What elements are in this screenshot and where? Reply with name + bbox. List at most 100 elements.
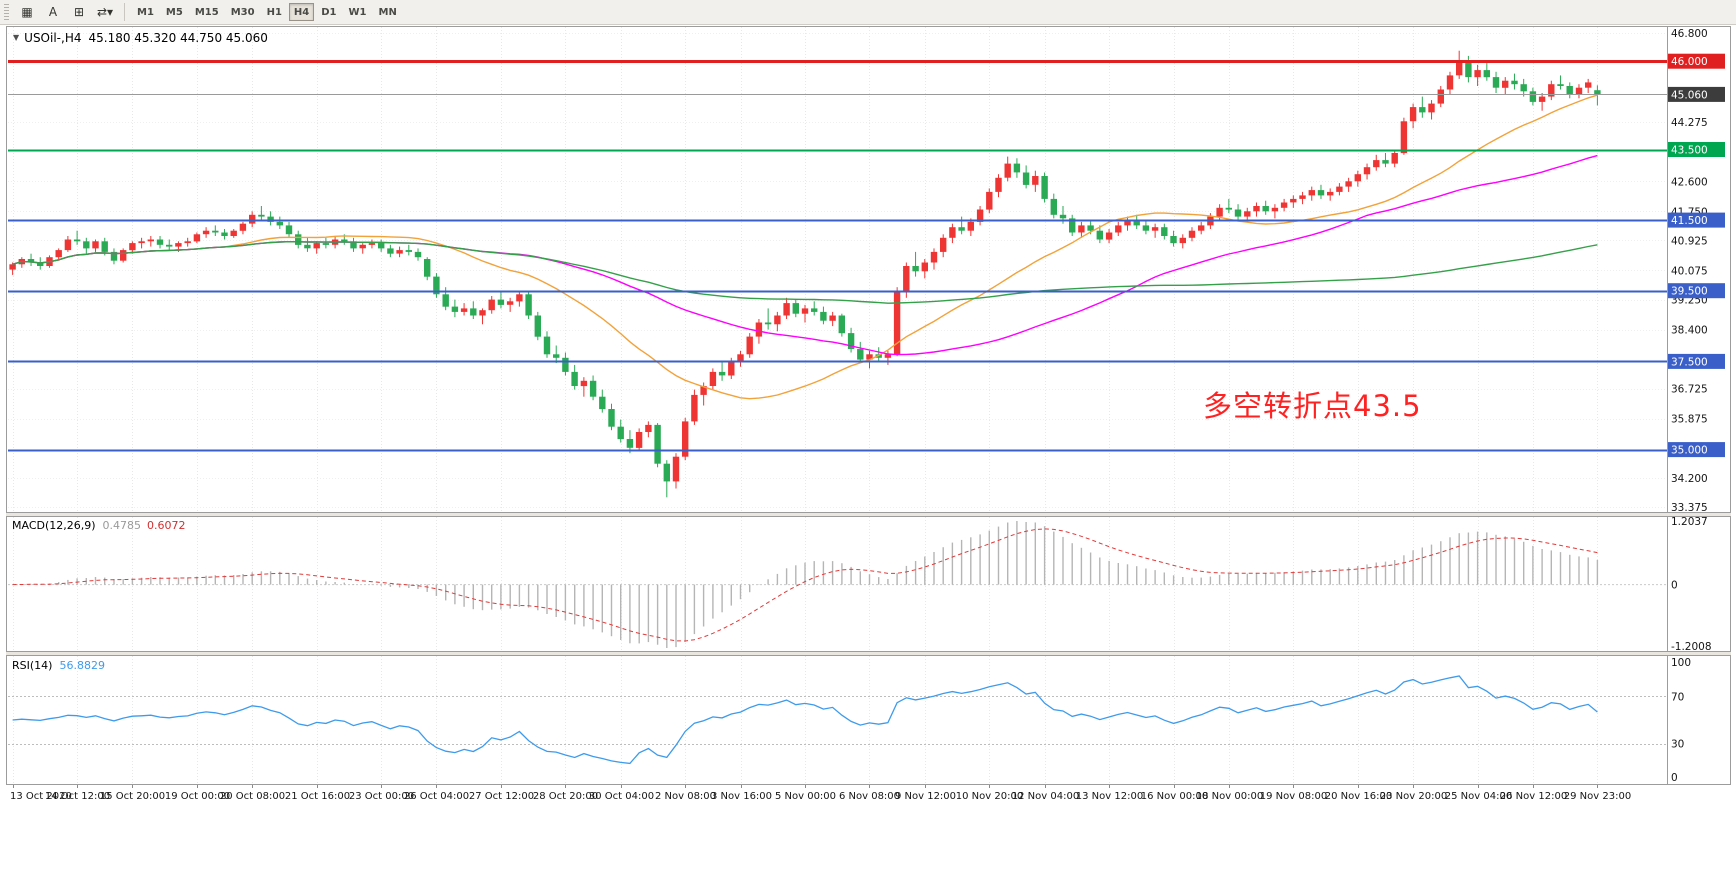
- timeframe-m1-button[interactable]: M1: [132, 3, 159, 21]
- gridlines: [8, 27, 1667, 783]
- frame-tool-button[interactable]: ⊞: [67, 2, 91, 22]
- time-label: 20 Oct 08:00: [220, 791, 285, 802]
- timeframe-h4-button[interactable]: H4: [288, 3, 315, 21]
- time-label: 29 Nov 23:00: [1564, 791, 1631, 802]
- rsi-axis-label: 0: [1671, 772, 1678, 784]
- time-label: 13 Nov 12:00: [1076, 791, 1143, 802]
- rsi-axis-label: 100: [1671, 657, 1691, 669]
- timeframe-m30-button[interactable]: M30: [226, 3, 260, 21]
- price-tick-label: 34.200: [1671, 473, 1708, 485]
- timeframe-d1-button[interactable]: D1: [316, 3, 341, 21]
- macd-signal-line: [12, 528, 1598, 642]
- text-tool-button[interactable]: A: [41, 2, 65, 22]
- toolbar-grip[interactable]: [4, 4, 9, 20]
- price-badge: [1668, 53, 1725, 69]
- time-label: 28 Oct 20:00: [533, 791, 598, 802]
- toolbar-tools: ▦ A ⊞ ⇄▾: [14, 2, 118, 22]
- macd-signal-value: 0.6072: [147, 519, 186, 532]
- macd-axis-min: -1.2008: [1671, 641, 1712, 653]
- time-label: 23 Oct 00:00: [349, 791, 414, 802]
- timeframe-m15-button[interactable]: M15: [190, 3, 224, 21]
- price-tick-label: 40.925: [1671, 235, 1708, 247]
- time-label: 19 Nov 08:00: [1260, 791, 1327, 802]
- price-tick-label: 46.800: [1671, 28, 1708, 40]
- panel-separator[interactable]: [6, 652, 1731, 655]
- ma-line-120: [12, 240, 1598, 304]
- time-label: 27 Oct 12:00: [469, 791, 534, 802]
- price-badge-label: 45.060: [1671, 89, 1708, 101]
- timeframe-m5-button[interactable]: M5: [161, 3, 188, 21]
- price-badge-label: 35.000: [1671, 445, 1708, 457]
- macd-axis-zero: 0: [1671, 580, 1678, 592]
- cycle-tool-button[interactable]: ⇄▾: [93, 2, 117, 22]
- timeframe-buttons: M1 M5 M15 M30 H1 H4 D1 W1 MN: [131, 3, 403, 21]
- time-label: 21 Oct 16:00: [285, 791, 350, 802]
- table-tool-button[interactable]: ▦: [15, 2, 39, 22]
- time-label: 16 Nov 00:00: [1141, 791, 1208, 802]
- time-label: 26 Nov 12:00: [1500, 791, 1567, 802]
- price-tick-label: 38.400: [1671, 325, 1708, 337]
- time-label: 18 Nov 00:00: [1196, 791, 1263, 802]
- price-badge: [1668, 353, 1725, 369]
- timeframe-h1-button[interactable]: H1: [262, 3, 287, 21]
- time-label: 19 Oct 00:00: [165, 791, 230, 802]
- ma-line-24: [12, 94, 1598, 400]
- rsi-chart: [8, 675, 1667, 765]
- collapse-triangle-icon[interactable]: ▼: [13, 33, 20, 42]
- time-label: 15 Oct 20:00: [100, 791, 165, 802]
- macd-label: MACD(12,26,9) 0.4785 0.6072: [12, 519, 186, 532]
- chart-title: USOil-,H4: [24, 31, 82, 45]
- rsi-name: RSI(14): [12, 659, 53, 672]
- macd-axis-max: 1.2037: [1671, 516, 1708, 528]
- main-chart: [8, 50, 1667, 498]
- macd-chart: [8, 521, 1667, 648]
- time-label: 12 Nov 04:00: [1012, 791, 1079, 802]
- time-label: 13 Oct 2020: [10, 791, 72, 802]
- time-label: 3 Nov 16:00: [711, 791, 772, 802]
- price-tick-label: 40.075: [1671, 265, 1708, 277]
- price-badge-label: 41.500: [1671, 215, 1708, 227]
- panel-separator[interactable]: [6, 513, 1731, 516]
- macd-histogram: [21, 521, 1599, 648]
- panel-frames: [6, 26, 1731, 785]
- timeframe-mn-button[interactable]: MN: [374, 3, 402, 21]
- macd-name: MACD(12,26,9): [12, 519, 96, 532]
- rsi-line: [12, 675, 1598, 765]
- price-axis[interactable]: 46.80044.27542.60041.75040.92540.07539.2…: [1668, 28, 1725, 784]
- time-label: 10 Nov 20:00: [956, 791, 1023, 802]
- price-tick-label: 35.875: [1671, 414, 1708, 426]
- price-badge-label: 46.000: [1671, 56, 1708, 68]
- chart-ohlc-values: 45.180 45.320 44.750 45.060: [88, 31, 268, 45]
- time-label: 6 Nov 08:00: [839, 791, 900, 802]
- time-label: 30 Oct 04:00: [589, 791, 654, 802]
- rsi-value: 56.8829: [59, 659, 105, 672]
- price-tick-label: 33.375: [1671, 502, 1708, 514]
- price-badge-label: 39.500: [1671, 286, 1708, 298]
- macd-value: 0.4785: [102, 519, 142, 532]
- time-label: 23 Nov 20:00: [1380, 791, 1447, 802]
- rsi-axis-label: 70: [1671, 691, 1684, 703]
- price-tick-label: 36.725: [1671, 384, 1708, 396]
- price-badge: [1668, 212, 1725, 228]
- price-badge: [1668, 86, 1725, 102]
- time-label: 25 Nov 04:00: [1445, 791, 1512, 802]
- time-label: 20 Nov 16:00: [1325, 791, 1392, 802]
- time-label: 9 Nov 12:00: [895, 791, 956, 802]
- timeframe-w1-button[interactable]: W1: [344, 3, 372, 21]
- price-badge-label: 43.500: [1671, 145, 1708, 157]
- time-label: 26 Oct 04:00: [404, 791, 469, 802]
- time-label: 14 Oct 12:00: [45, 791, 110, 802]
- time-label: 5 Nov 00:00: [775, 791, 836, 802]
- rsi-label: RSI(14) 56.8829: [12, 659, 105, 672]
- price-badge: [1668, 283, 1725, 299]
- price-badge: [1668, 442, 1725, 458]
- toolbar: ▦ A ⊞ ⇄▾ M1 M5 M15 M30 H1 H4 D1 W1 MN: [0, 0, 1736, 25]
- price-badge: [1668, 142, 1725, 157]
- chart-header: ▼ USOil-,H4 45.180 45.320 44.750 45.060: [13, 31, 268, 45]
- toolbar-separator: [124, 3, 125, 21]
- price-badge-label: 37.500: [1671, 356, 1708, 368]
- price-tick-label: 44.275: [1671, 117, 1708, 129]
- price-annotation: 多空转折点43.5: [1203, 389, 1422, 423]
